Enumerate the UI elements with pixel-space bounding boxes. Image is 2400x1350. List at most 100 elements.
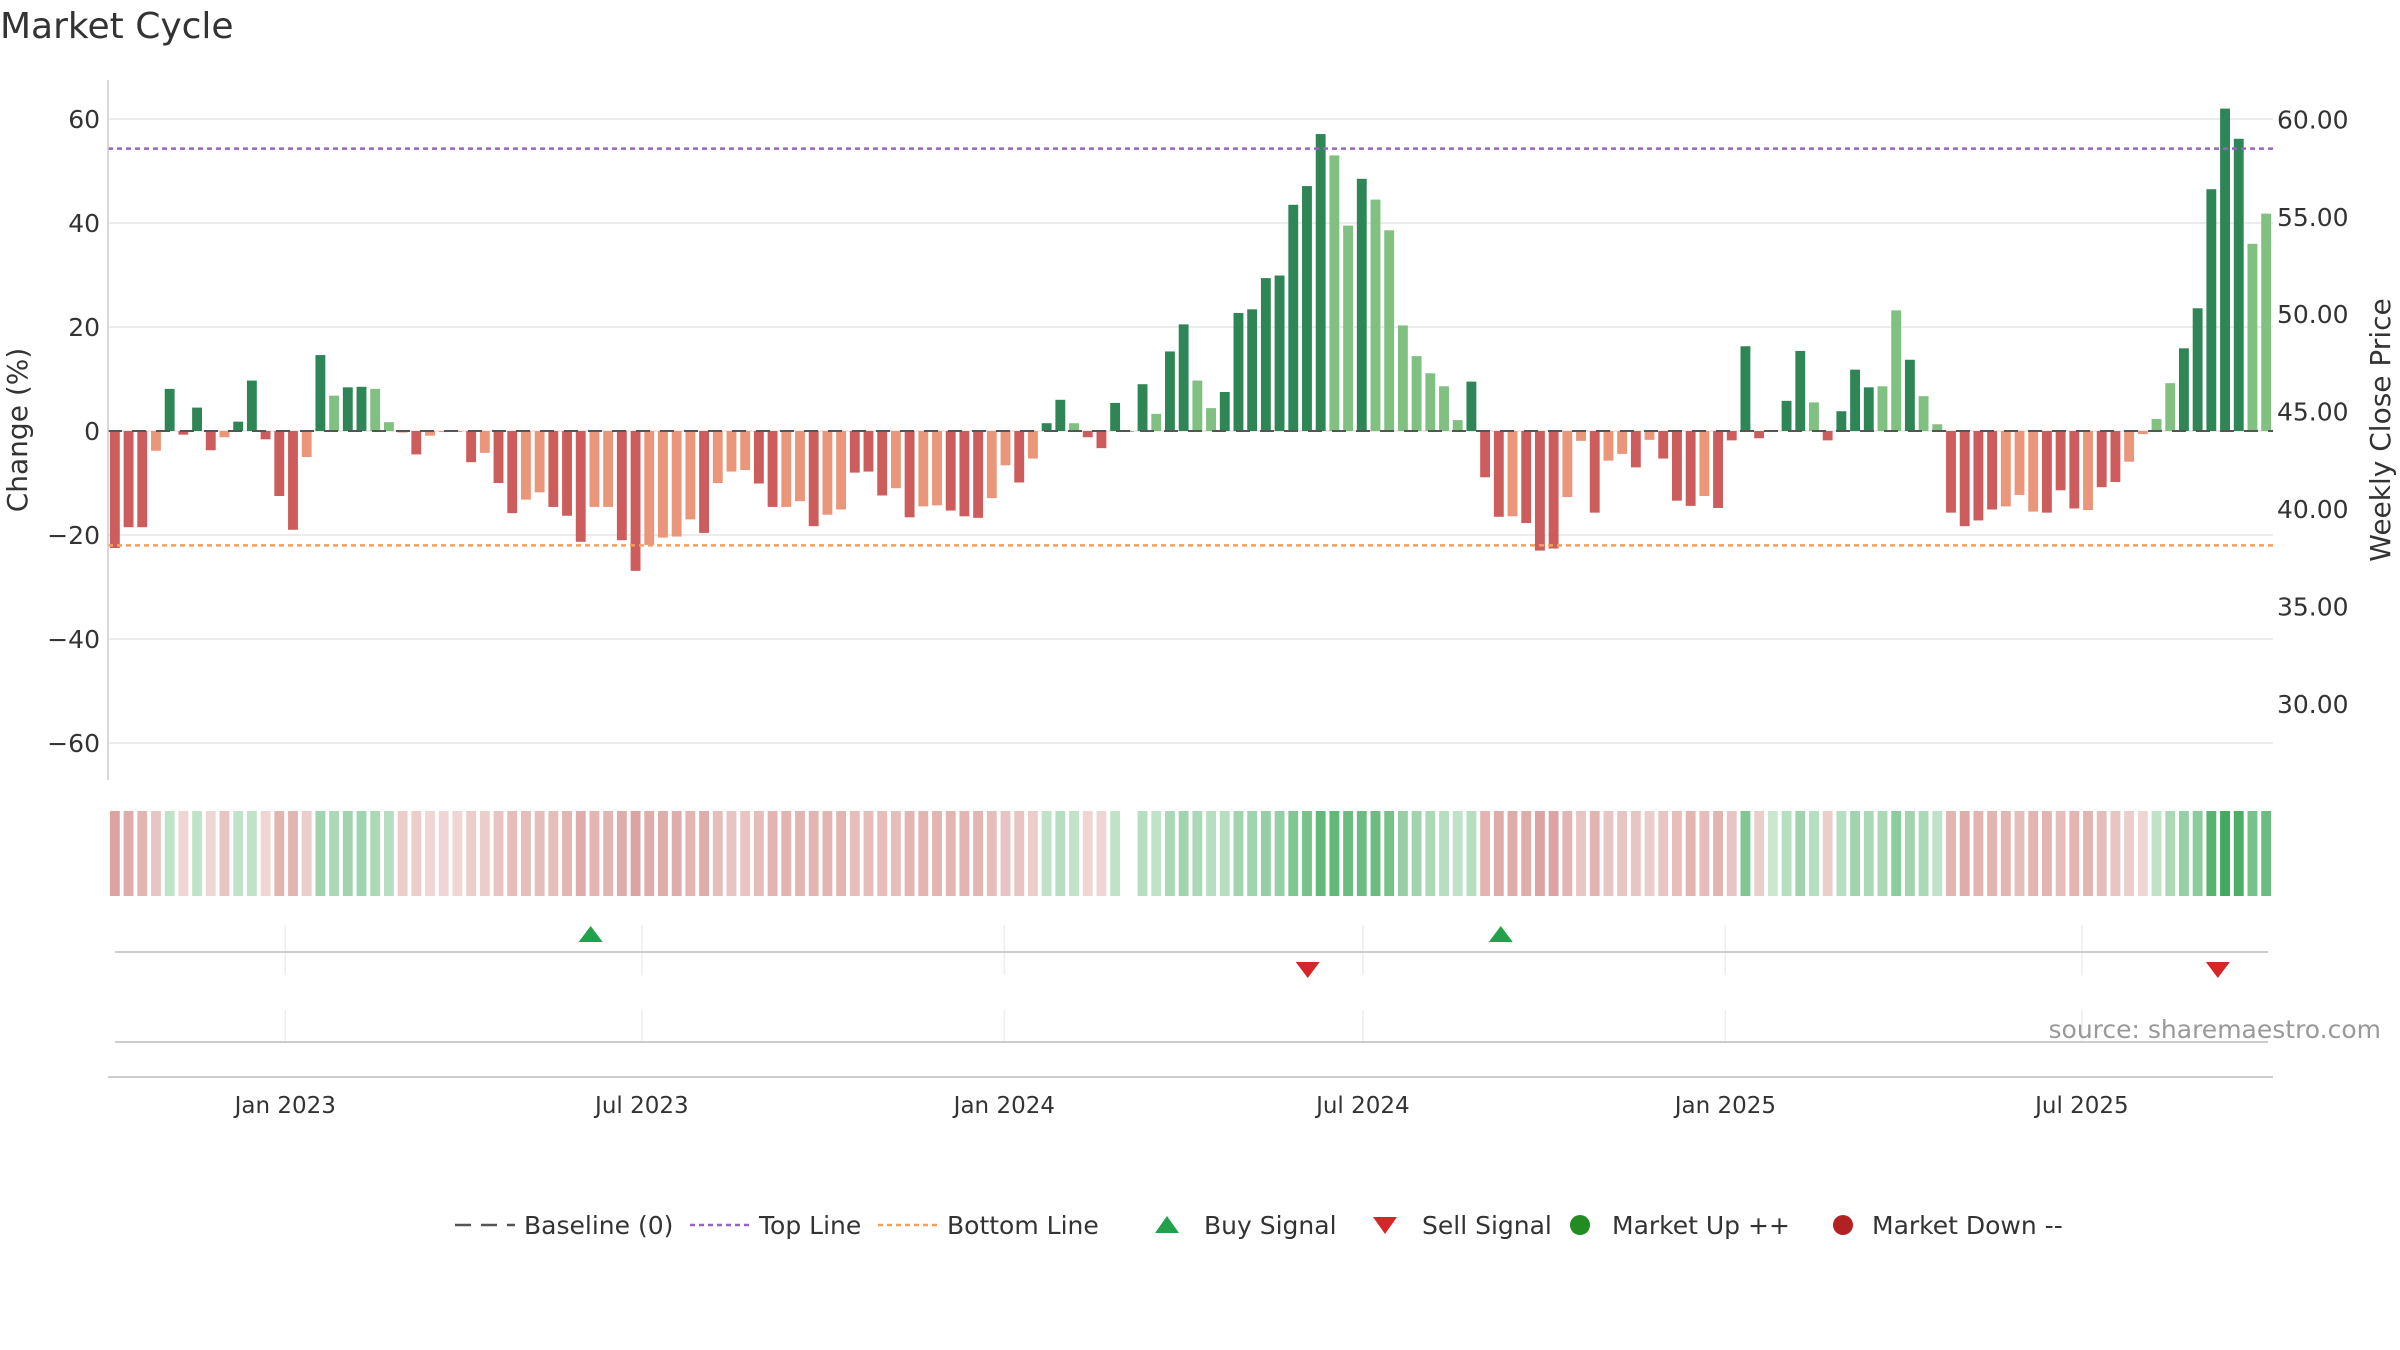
strip-cell bbox=[2124, 811, 2135, 896]
bar bbox=[2151, 419, 2162, 431]
y2-tick-label: 35.00 bbox=[2277, 592, 2349, 621]
strip-cell bbox=[1836, 811, 1847, 896]
legend-label: Bottom Line bbox=[947, 1211, 1099, 1240]
strip-cell bbox=[397, 811, 408, 896]
strip-cell bbox=[466, 811, 477, 896]
bar bbox=[658, 431, 668, 538]
bar bbox=[836, 431, 847, 510]
strip-cell bbox=[767, 811, 778, 896]
legend-item-sell[interactable]: Sell Signal bbox=[1373, 1211, 1552, 1240]
legend[interactable]: Baseline (0) Top Line Bottom Line Buy Signa… bbox=[455, 1211, 2063, 1240]
strip-cell bbox=[1918, 811, 1929, 896]
bar bbox=[863, 431, 874, 472]
bar bbox=[329, 395, 340, 431]
bar bbox=[192, 407, 202, 431]
y2-tick-label: 30.00 bbox=[2277, 690, 2349, 719]
bar bbox=[274, 431, 285, 496]
strip-cell bbox=[1891, 811, 1902, 896]
strip-cell bbox=[1562, 811, 1573, 896]
bar bbox=[1754, 431, 1765, 439]
bar bbox=[1822, 431, 1833, 441]
bar bbox=[630, 431, 641, 571]
bar bbox=[1370, 199, 1381, 431]
bar bbox=[959, 431, 970, 517]
bar bbox=[1165, 351, 1175, 431]
strip-cell bbox=[178, 811, 189, 896]
strip-cell bbox=[1288, 811, 1299, 896]
bar bbox=[1397, 325, 1408, 431]
strip-cell bbox=[246, 811, 257, 896]
x-tick-label: Jul 2023 bbox=[593, 1093, 689, 1119]
bar bbox=[1891, 310, 1902, 431]
bar bbox=[342, 387, 353, 431]
bar bbox=[493, 431, 504, 483]
strip-cell bbox=[1466, 811, 1477, 896]
bar bbox=[1480, 431, 1491, 478]
legend-item-bottom[interactable]: Bottom Line bbox=[878, 1211, 1099, 1240]
bar bbox=[1288, 204, 1299, 431]
bar bbox=[1178, 324, 1189, 431]
y-tick-label: −60 bbox=[47, 729, 100, 758]
y2-tick-label: 50.00 bbox=[2277, 300, 2349, 329]
bar bbox=[1041, 423, 1052, 431]
bar bbox=[1439, 386, 1449, 431]
x-tick-label: Jan 2024 bbox=[952, 1093, 1055, 1119]
strip-cell bbox=[1904, 811, 1915, 896]
legend-item-buy[interactable]: Buy Signal bbox=[1155, 1211, 1337, 1240]
legend-item-baseline[interactable]: Baseline (0) bbox=[455, 1211, 673, 1240]
bar bbox=[2124, 431, 2135, 462]
strip-cell bbox=[890, 811, 901, 896]
strip-cell bbox=[329, 811, 340, 896]
legend-label: Top Line bbox=[758, 1211, 861, 1240]
strip-cell bbox=[383, 811, 394, 896]
bar bbox=[2028, 431, 2039, 512]
bar bbox=[356, 386, 367, 431]
strip-cell bbox=[808, 811, 819, 896]
y-axis-label: Change (%) bbox=[1, 348, 34, 513]
bar bbox=[1411, 356, 1422, 431]
bar bbox=[2247, 243, 2258, 431]
strip-cell bbox=[1603, 811, 1614, 896]
strip-cell bbox=[1452, 811, 1463, 896]
legend-item-up[interactable]: Market Up ++ bbox=[1570, 1211, 1790, 1240]
strip-cell bbox=[1809, 811, 1819, 896]
bar bbox=[589, 431, 600, 507]
bar bbox=[151, 431, 161, 451]
strip-cell bbox=[1260, 811, 1271, 896]
legend-swatch bbox=[1155, 1216, 1179, 1233]
strip-cell bbox=[479, 811, 490, 896]
bar bbox=[986, 431, 997, 499]
bar bbox=[1548, 431, 1559, 549]
strip-cell bbox=[1137, 811, 1148, 896]
y2-tick-label: 60.00 bbox=[2277, 105, 2349, 134]
cycle-strip bbox=[109, 811, 2272, 896]
bar bbox=[1987, 431, 1998, 510]
strip-cell bbox=[301, 811, 312, 896]
bar bbox=[109, 431, 120, 548]
bar bbox=[1069, 423, 1079, 431]
legend-item-down[interactable]: Market Down -- bbox=[1833, 1211, 2063, 1240]
strip-cell bbox=[1973, 811, 1984, 896]
bar bbox=[123, 431, 134, 528]
x-tick-label: Jul 2024 bbox=[1314, 1093, 1410, 1119]
bar bbox=[1713, 431, 1723, 508]
strip-cell bbox=[288, 811, 298, 896]
strip-cell bbox=[1987, 811, 1998, 896]
bar bbox=[370, 388, 381, 431]
bar bbox=[753, 431, 764, 484]
bar bbox=[260, 431, 271, 440]
bar bbox=[1014, 431, 1025, 483]
legend-item-top[interactable]: Top Line bbox=[690, 1211, 861, 1240]
strip-cell bbox=[1247, 811, 1258, 896]
bars-layer bbox=[109, 108, 2272, 571]
strip-cell bbox=[2083, 811, 2093, 896]
bar bbox=[315, 355, 326, 431]
strip-cell bbox=[616, 811, 627, 896]
bar bbox=[246, 380, 257, 431]
strip-cell bbox=[192, 811, 202, 896]
bar bbox=[1302, 186, 1312, 431]
bar bbox=[2069, 431, 2080, 509]
bar bbox=[507, 431, 518, 514]
strip-cell bbox=[1726, 811, 1737, 896]
bar bbox=[438, 431, 449, 433]
